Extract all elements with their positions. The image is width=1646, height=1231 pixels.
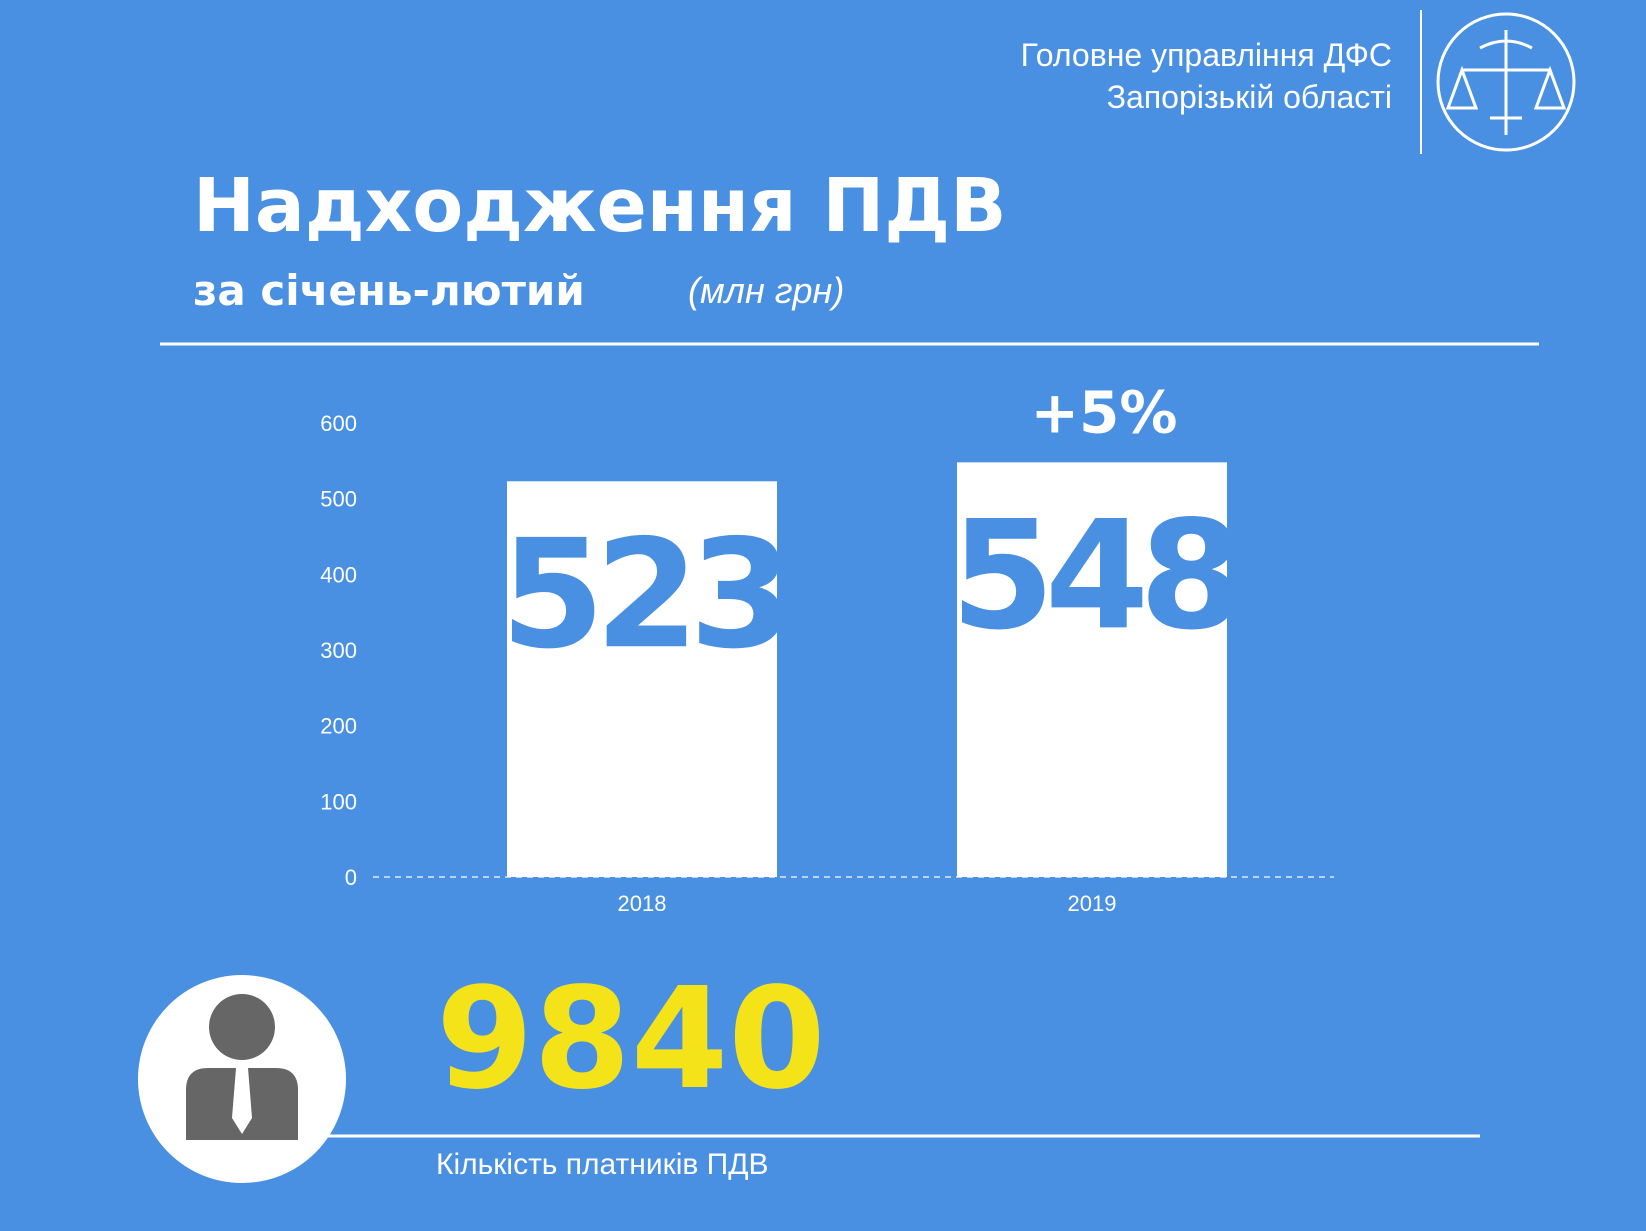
value-label: 548 [950,489,1235,663]
y-tick-label: 100 [320,789,357,814]
org-line: Головне управління ДФС [1021,37,1392,73]
y-tick-label: 300 [320,638,357,663]
x-tick-label: 2018 [618,891,667,916]
x-tick-label: 2019 [1068,891,1117,916]
person-icon [138,975,346,1183]
y-tick-label: 0 [345,865,357,890]
logo [1436,12,1576,152]
y-tick-label: 600 [320,411,357,436]
chart-title: Надходження ПДВ [193,163,1007,249]
y-tick-label: 500 [320,487,357,512]
y-tick-label: 400 [320,562,357,587]
payer-label: Кількість платників ПДВ [436,1148,769,1181]
bar [507,481,777,877]
y-tick-label: 200 [320,714,357,739]
value-label: 523 [500,508,783,682]
unit-label: (млн грн) [688,270,844,311]
payer-count: 9840 [436,958,826,1121]
growth-annotation: +5% [1030,378,1177,446]
chart-subtitle: за січень-лютий [193,266,585,315]
bar-chart: 0 100 200 300 400 500 600 2018 523 2019 548 +5% [320,378,1334,916]
bar [957,462,1227,877]
org-line: Запорізькій області [1107,79,1392,115]
